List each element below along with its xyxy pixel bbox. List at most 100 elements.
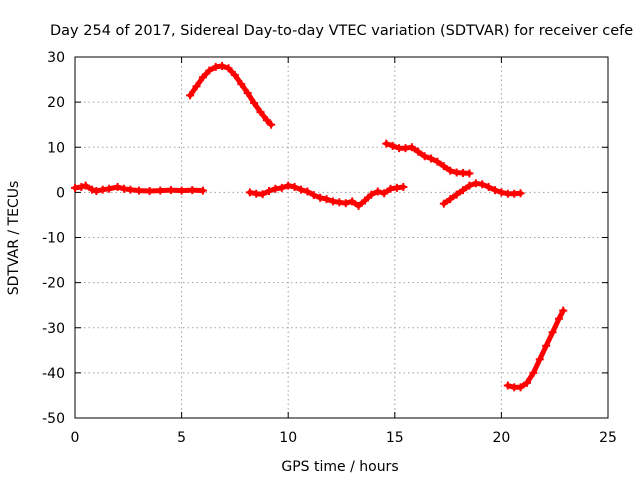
- data-point: [522, 378, 531, 387]
- data-point: [380, 189, 389, 198]
- series-seg4: [382, 139, 474, 178]
- data-point: [382, 139, 391, 148]
- data-point: [446, 166, 455, 175]
- series-seg3: [245, 181, 408, 210]
- data-point: [262, 116, 271, 125]
- data-point: [250, 99, 259, 108]
- data-point: [198, 186, 207, 195]
- data-point: [126, 185, 135, 194]
- data-point: [188, 186, 197, 195]
- data-point: [407, 143, 416, 152]
- data-point: [230, 71, 239, 80]
- x-tick-label: 15: [386, 430, 404, 446]
- data-point: [113, 182, 122, 191]
- data-point: [267, 120, 276, 129]
- data-point: [81, 181, 90, 190]
- data-point: [439, 162, 448, 171]
- data-point: [503, 381, 512, 390]
- data-point: [341, 199, 350, 208]
- data-point: [105, 184, 114, 193]
- y-axis: -50 -40 -30 -20 -10 0 10 20 30: [42, 50, 608, 427]
- data-point: [516, 383, 525, 392]
- y-tick-label: 10: [47, 140, 65, 156]
- data-point: [322, 195, 331, 204]
- data-point: [373, 187, 382, 196]
- data-point: [296, 185, 305, 194]
- data-point: [491, 186, 500, 195]
- data-point: [192, 82, 201, 91]
- data-point: [348, 197, 357, 206]
- x-tick-label: 5: [177, 430, 186, 446]
- data-point: [497, 188, 506, 197]
- series-seg1: [71, 181, 207, 196]
- series-seg5: [439, 179, 525, 208]
- data-point: [529, 368, 538, 377]
- data-point: [535, 355, 544, 364]
- data-point: [446, 195, 455, 204]
- data-point: [205, 66, 214, 75]
- data-point: [542, 341, 551, 350]
- data-point: [166, 186, 175, 195]
- y-tick-label: -10: [42, 231, 65, 247]
- data-point: [459, 186, 468, 195]
- x-tick-label: 20: [492, 430, 510, 446]
- y-tick-label: -40: [42, 366, 65, 382]
- data-point: [399, 182, 408, 191]
- data-point: [186, 91, 195, 100]
- series-trace: [505, 308, 566, 390]
- chart-title: Day 254 of 2017, Sidereal Day-to-day VTE…: [50, 23, 633, 39]
- data-point: [439, 199, 448, 208]
- y-axis-label: SDTVAR / TECUs: [6, 181, 22, 296]
- data-point: [420, 152, 429, 161]
- data-point: [243, 89, 252, 98]
- data-point: [177, 186, 186, 195]
- data-point: [309, 191, 318, 200]
- series-trace: [187, 63, 274, 128]
- x-tick-label: 10: [279, 430, 297, 446]
- data-point: [92, 187, 101, 196]
- data-point: [265, 187, 274, 196]
- data-point: [224, 64, 233, 73]
- y-tick-label: -50: [42, 411, 65, 427]
- data-point: [484, 182, 493, 191]
- data-point: [354, 201, 363, 210]
- data-point: [77, 182, 86, 191]
- data-point: [145, 187, 154, 196]
- data-point: [316, 193, 325, 202]
- y-tick-label: 30: [47, 50, 65, 66]
- data-point: [303, 187, 312, 196]
- data-point: [245, 188, 254, 197]
- data-point: [237, 80, 246, 89]
- data-point: [548, 328, 557, 337]
- x-axis-label: GPS time / hours: [281, 459, 398, 475]
- data-point: [414, 147, 423, 156]
- data-point: [198, 73, 207, 82]
- data-point: [427, 154, 436, 163]
- data-point: [134, 186, 143, 195]
- data-point: [360, 196, 369, 205]
- series-seg6: [503, 306, 568, 392]
- data-point: [465, 181, 474, 190]
- data-point: [156, 186, 165, 195]
- x-tick-label: 0: [71, 430, 80, 446]
- data-point: [465, 169, 474, 178]
- data-point: [452, 190, 461, 199]
- data-point: [516, 189, 525, 198]
- data-point: [559, 306, 568, 315]
- y-tick-label: 20: [47, 95, 65, 111]
- data-point: [88, 185, 97, 194]
- grid: [75, 57, 608, 418]
- y-tick-label: 0: [56, 185, 65, 201]
- data-point: [290, 182, 299, 191]
- y-tick-label: -30: [42, 321, 65, 337]
- data-point: [284, 181, 293, 190]
- data-point: [433, 157, 442, 166]
- x-tick-label: 25: [599, 430, 617, 446]
- data-point: [478, 180, 487, 189]
- data-point: [277, 183, 286, 192]
- data-point: [218, 62, 227, 71]
- y-tick-label: -20: [42, 276, 65, 292]
- data-point: [258, 190, 267, 199]
- data-point: [367, 190, 376, 199]
